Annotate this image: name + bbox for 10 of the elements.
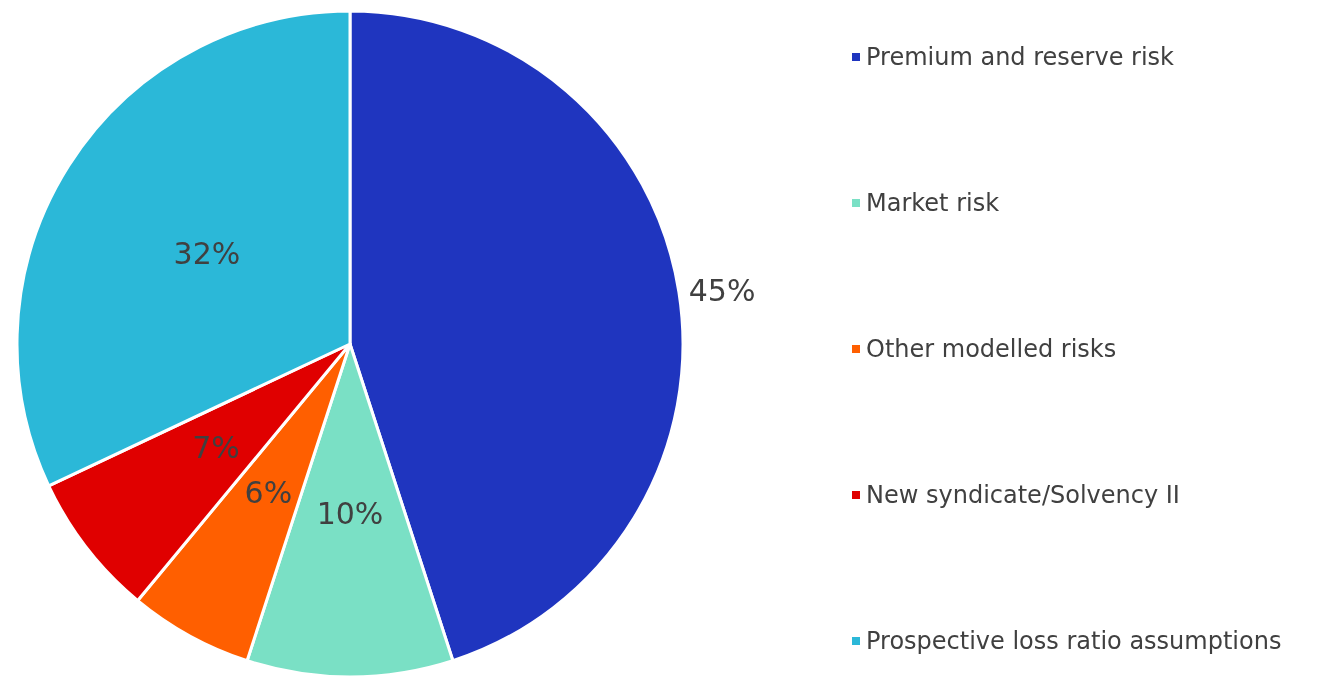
data-label: 32% [173, 235, 241, 271]
legend-label: Prospective loss ratio assumptions [866, 627, 1282, 655]
data-label: 6% [244, 475, 293, 511]
legend-label: New syndicate/Solvency II [866, 481, 1180, 509]
data-label: 10% [316, 496, 384, 531]
legend-label: Premium and reserve risk [866, 43, 1175, 71]
data-label: 45% [688, 272, 756, 308]
legend-label: Market risk [866, 189, 1000, 217]
legend-label: Other modelled risks [866, 335, 1117, 363]
data-label: 7% [192, 430, 240, 466]
